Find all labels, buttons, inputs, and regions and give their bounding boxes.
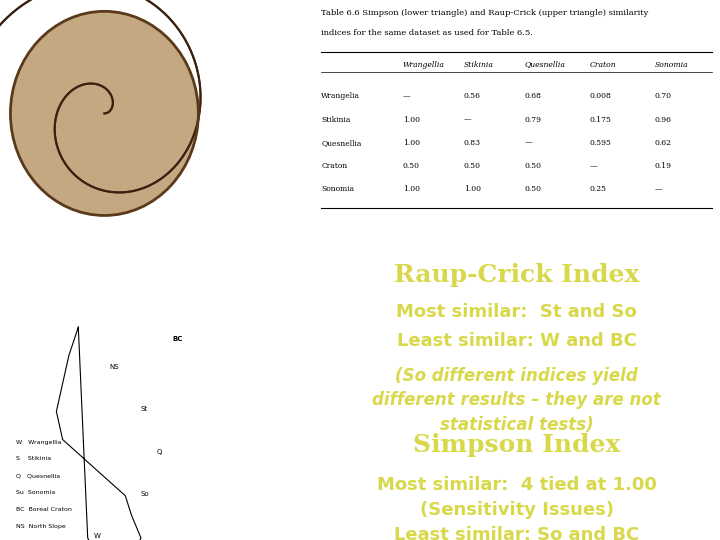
Text: 1.00: 1.00 — [402, 185, 420, 193]
Text: statistical tests): statistical tests) — [440, 416, 593, 434]
Text: 0.595: 0.595 — [590, 139, 612, 147]
Text: 0.70: 0.70 — [655, 92, 672, 100]
Text: 0.19: 0.19 — [655, 162, 672, 170]
Text: Sonomia: Sonomia — [321, 185, 354, 193]
Text: Wrangellia: Wrangellia — [402, 60, 444, 69]
Text: So: So — [141, 491, 150, 497]
Text: Least similar: W and BC: Least similar: W and BC — [397, 332, 636, 350]
Text: Raup-Crick Index: Raup-Crick Index — [394, 262, 639, 287]
Text: 0.56: 0.56 — [464, 92, 481, 100]
Text: 1.00: 1.00 — [402, 139, 420, 147]
Text: —: — — [590, 162, 598, 170]
Text: —: — — [402, 92, 410, 100]
Text: indices for the same dataset as used for Table 6.5.: indices for the same dataset as used for… — [321, 29, 534, 37]
Text: 1.00: 1.00 — [464, 185, 481, 193]
Text: Most similar:  4 tied at 1.00: Most similar: 4 tied at 1.00 — [377, 476, 657, 495]
Text: 0.68: 0.68 — [525, 92, 541, 100]
Text: Stikinia: Stikinia — [321, 116, 351, 124]
Text: 0.79: 0.79 — [525, 116, 541, 124]
Text: Sonomia: Sonomia — [655, 60, 688, 69]
Text: W: W — [94, 533, 101, 539]
Text: (So different indices yield: (So different indices yield — [395, 367, 638, 384]
Text: S    Stikinia: S Stikinia — [16, 456, 51, 461]
Text: (Sensitivity Issues): (Sensitivity Issues) — [420, 501, 613, 519]
Text: 0.25: 0.25 — [590, 185, 607, 193]
Text: 0.50: 0.50 — [525, 185, 541, 193]
Text: Least similar: So and BC: Least similar: So and BC — [394, 525, 639, 540]
Text: Most similar:  St and So: Most similar: St and So — [396, 303, 637, 321]
Text: BC: BC — [172, 336, 183, 342]
Text: Q   Quesnellia: Q Quesnellia — [16, 473, 60, 478]
Text: 0.50: 0.50 — [525, 162, 541, 170]
Circle shape — [10, 11, 199, 215]
Text: —: — — [655, 185, 662, 193]
Text: 1.00: 1.00 — [402, 116, 420, 124]
Text: Quesnellia: Quesnellia — [321, 139, 361, 147]
Text: —: — — [464, 116, 472, 124]
Text: W   Wrangellia: W Wrangellia — [16, 440, 61, 444]
Text: 0.96: 0.96 — [655, 116, 672, 124]
Text: 0.50: 0.50 — [402, 162, 420, 170]
Text: —: — — [525, 139, 532, 147]
Text: Stikinia: Stikinia — [464, 60, 494, 69]
Text: BC  Boreal Craton: BC Boreal Craton — [16, 507, 71, 512]
Text: St: St — [141, 407, 148, 413]
Text: Quesnellia: Quesnellia — [525, 60, 566, 69]
Text: Simpson Index: Simpson Index — [413, 433, 621, 457]
Text: 0.008: 0.008 — [590, 92, 612, 100]
Text: 0.83: 0.83 — [464, 139, 481, 147]
Text: Craton: Craton — [590, 60, 616, 69]
Text: NS  North Slope: NS North Slope — [16, 524, 66, 529]
Text: Q: Q — [157, 449, 162, 455]
Text: different results – they are not: different results – they are not — [372, 391, 661, 409]
Text: Table 6.6 Simpson (lower triangle) and Raup-Crick (upper triangle) similarity: Table 6.6 Simpson (lower triangle) and R… — [321, 9, 649, 17]
Text: NS: NS — [109, 364, 120, 370]
Text: Su  Sonomia: Su Sonomia — [16, 490, 55, 495]
Text: Wrangelia: Wrangelia — [321, 92, 360, 100]
Text: 0.175: 0.175 — [590, 116, 612, 124]
Text: 0.50: 0.50 — [464, 162, 481, 170]
Text: 0.62: 0.62 — [655, 139, 672, 147]
Text: Craton: Craton — [321, 162, 348, 170]
